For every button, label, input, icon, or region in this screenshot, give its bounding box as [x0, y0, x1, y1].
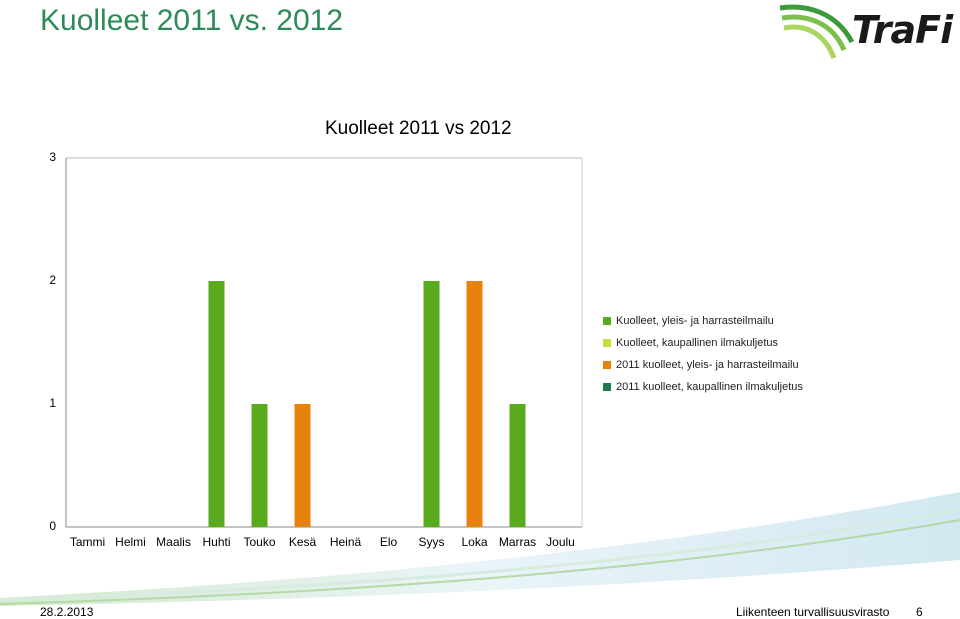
legend-item: Kuolleet, yleis- ja harrasteilmailu: [603, 310, 803, 332]
y-tick-0: 0: [49, 519, 56, 533]
legend-swatch: [603, 361, 611, 369]
legend-swatch: [603, 339, 611, 347]
bar-huhti-series-0: [208, 281, 225, 527]
bar-kesä-series-2: [294, 404, 311, 527]
x-tick-label: Joulu: [546, 535, 575, 549]
legend-item: 2011 kuolleet, yleis- ja harrasteilmailu: [603, 354, 803, 376]
legend-label: Kuolleet, yleis- ja harrasteilmailu: [616, 315, 774, 327]
legend-swatch: [603, 317, 611, 325]
footer-date: 28.2.2013: [40, 605, 94, 619]
y-tick-2: 2: [49, 273, 56, 287]
chart-legend: Kuolleet, yleis- ja harrasteilmailu Kuol…: [603, 310, 803, 398]
y-tick-1: 1: [49, 396, 56, 410]
x-tick-label: Maalis: [156, 535, 191, 549]
footer-organization: Liikenteen turvallisuusvirasto: [736, 605, 890, 619]
x-tick-label: Heinä: [329, 535, 362, 549]
x-tick-label: Huhti: [202, 535, 231, 549]
x-tick-label: Elo: [379, 535, 398, 549]
page-number: 6: [916, 605, 923, 619]
y-tick-3: 3: [49, 150, 56, 164]
legend-item: 2011 kuolleet, kaupallinen ilmakuljetus: [603, 376, 803, 398]
x-tick-label: Helmi: [115, 535, 146, 549]
x-tick-label: Tammi: [69, 535, 106, 549]
slide-title: Kuolleet 2011 vs. 2012: [40, 4, 344, 37]
x-tick-label: Loka: [461, 535, 488, 549]
legend-swatch: [603, 383, 611, 391]
bar-loka-series-2: [466, 281, 483, 527]
x-tick-label: Syys: [418, 535, 445, 549]
logo-text: TraFi: [852, 8, 953, 52]
legend-label: 2011 kuolleet, kaupallinen ilmakuljetus: [616, 381, 803, 393]
legend-label: 2011 kuolleet, yleis- ja harrasteilmailu: [616, 359, 799, 371]
trafi-logo-icon: [779, 4, 855, 59]
legend-label: Kuolleet, kaupallinen ilmakuljetus: [616, 337, 779, 349]
chart-title: Kuolleet 2011 vs 2012: [325, 118, 512, 139]
x-tick-label: Kesä: [288, 535, 317, 549]
x-tick-label: Marras: [498, 535, 537, 549]
bar-syys-series-0: [423, 281, 440, 527]
x-tick-label: Touko: [243, 535, 276, 549]
legend-item: Kuolleet, kaupallinen ilmakuljetus: [603, 332, 803, 354]
bar-touko-series-0: [251, 404, 268, 527]
bar-marras-series-0: [509, 404, 526, 527]
